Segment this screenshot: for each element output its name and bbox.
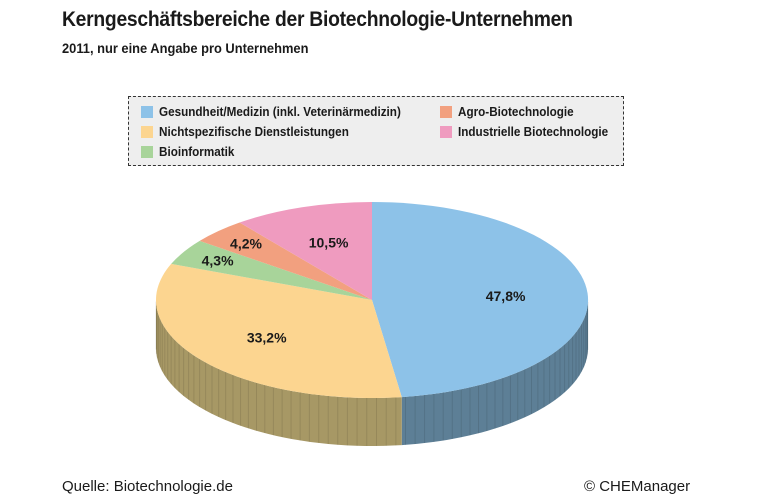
copyright-note: © CHEManager (584, 478, 691, 495)
pie-tops (155, 201, 589, 399)
pie-labels: 47,8% 33,2% 4,3%4,2% 10,5% (202, 235, 526, 346)
legend-swatch (440, 125, 452, 138)
pie-label-bioinformatik: 4,3% (202, 253, 234, 269)
legend: Gesundheit/Medizin (inkl. Veterinärmediz… (128, 96, 624, 166)
legend-item-dienstleistungen: Nichtspezifische Dienstleistungen (141, 124, 370, 139)
pie-sides (155, 300, 589, 446)
pie-side-nichtspezifische-dienstleistungen (156, 300, 402, 446)
source-note: Quelle: Biotechnologie.de (62, 478, 233, 495)
pie-slice-gesundheit-medizin-inkl-veterin-rmedizin (372, 201, 589, 398)
legend-label: Industrielle Biotechnologie (458, 124, 609, 139)
pie-label-gesundheit-medizin-inkl-veterin-rmedizin: 47,8% (486, 288, 526, 304)
pie-side-ribs (155, 301, 589, 446)
legend-label: Nichtspezifische Dienstleistungen (159, 124, 349, 139)
pie-label-industrielle-biotechnologie: 10,5% (309, 235, 349, 251)
legend-item-agro: Agro-Biotechnologie (440, 104, 587, 119)
legend-item-industrie: Industrielle Biotechnologie (440, 124, 625, 139)
legend-swatch (141, 125, 153, 138)
legend-label: Bioinformatik (159, 144, 235, 159)
legend-swatch (141, 105, 153, 118)
chart-subtitle: 2011, nur eine Angabe pro Unternehmen (62, 40, 309, 56)
legend-swatch (141, 145, 153, 158)
pie-slice-agro-biotechnologie (199, 222, 372, 300)
chart-title: Kerngeschäftsbereiche der Biotechnologie… (62, 8, 573, 31)
pie-slice-industrielle-biotechnologie (239, 202, 372, 300)
pie-label-agro-biotechnologie: 4,2% (230, 236, 262, 252)
legend-label: Gesundheit/Medizin (inkl. Veterinärmediz… (159, 104, 401, 119)
pie-slice-nichtspezifische-dienstleistungen (155, 263, 402, 399)
pie-side-gesundheit-medizin-inkl-veterin-rmedizin (401, 300, 588, 446)
legend-label: Agro-Biotechnologie (458, 104, 574, 119)
legend-item-gesundheit: Gesundheit/Medizin (inkl. Veterinärmediz… (141, 104, 428, 119)
pie-slice-bioinformatik (171, 240, 372, 300)
legend-item-bioinformatik: Bioinformatik (141, 144, 243, 159)
pie-label-nichtspezifische-dienstleistungen: 33,2% (247, 330, 287, 346)
legend-swatch (440, 105, 452, 118)
